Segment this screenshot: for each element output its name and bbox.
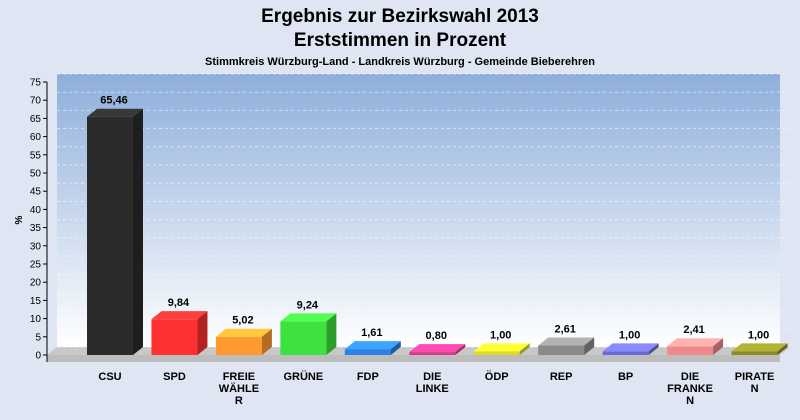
data-label: 9,84	[168, 297, 190, 309]
bar-top	[280, 313, 337, 322]
x-tick-label: BP	[618, 371, 633, 383]
data-label: 5,02	[232, 315, 253, 327]
x-tick-label: PIRATE N	[735, 371, 775, 395]
x-tick-label: REP	[550, 371, 573, 383]
y-tick-label: 55	[30, 150, 42, 161]
y-tick-label: 60	[30, 132, 42, 143]
bar	[731, 351, 778, 355]
y-tick-label: 20	[30, 278, 42, 289]
bar	[87, 116, 133, 355]
y-tick-label: 15	[30, 296, 42, 307]
bar-side	[584, 337, 595, 355]
bar	[344, 349, 391, 355]
data-label: 1,00	[490, 329, 511, 341]
data-label: 0,80	[426, 330, 447, 342]
plot-back-wall	[57, 74, 780, 347]
bar-side	[390, 341, 401, 355]
bar	[667, 346, 714, 355]
chart-title: Ergebnis zur Bezirkswahl 2013	[261, 6, 539, 27]
bar	[602, 351, 649, 355]
x-tick-label: GRÜNE	[283, 370, 323, 383]
bar	[215, 336, 262, 355]
y-tick-label: 10	[30, 314, 42, 325]
bar	[538, 345, 585, 355]
plot-area: 0 5 10 15 20 25 30 35 40 45 50 55 60 65 70 75 65,46 CSU 9,…	[30, 73, 790, 407]
chart-region-label: Stimmkreis Würzburg-Land - Landkreis Wür…	[205, 56, 595, 68]
bar-top	[151, 311, 208, 320]
y-axis-label: %	[14, 215, 25, 224]
bar-top	[667, 338, 724, 347]
data-label: 1,61	[361, 327, 382, 339]
x-tick-label: ÖDP	[485, 370, 509, 383]
bar	[280, 321, 327, 355]
bar-side	[648, 343, 659, 355]
bar-side	[519, 343, 530, 355]
bar-side	[713, 338, 724, 355]
bar	[409, 352, 456, 355]
bar-top	[87, 108, 143, 117]
plot-floor-edge	[47, 355, 780, 362]
y-tick-label: 25	[30, 260, 42, 271]
data-label: 1,00	[619, 329, 640, 341]
y-tick-label: 0	[35, 351, 41, 362]
bar	[151, 319, 198, 355]
bar-top	[473, 343, 530, 352]
bar-top	[538, 337, 595, 346]
x-tick-label: FDP	[357, 371, 379, 383]
bar-side	[455, 344, 466, 355]
bar-top	[731, 343, 788, 352]
data-label: 2,61	[554, 323, 575, 335]
bar-side	[326, 313, 337, 355]
bar	[473, 351, 520, 355]
chart-subtitle: Erststimmen in Prozent	[294, 30, 507, 51]
x-tick-label: DIE FRANKE N	[667, 371, 713, 407]
bar-side	[133, 108, 143, 355]
y-tick-label: 75	[30, 78, 42, 89]
y-tick-label: 50	[30, 169, 42, 180]
bar-side	[777, 343, 788, 355]
bar-top	[344, 341, 401, 350]
x-tick-label: CSU	[98, 371, 121, 383]
y-tick-label: 40	[30, 205, 42, 216]
bar-top	[409, 344, 466, 353]
bar-top	[215, 328, 272, 337]
data-label: 9,24	[297, 299, 319, 311]
x-tick-label: SPD	[163, 371, 186, 383]
y-tick-label: 5	[35, 332, 41, 343]
bar-side	[197, 311, 208, 355]
x-tick-label: DIE LINKE	[416, 371, 449, 395]
y-tick-label: 35	[30, 223, 42, 234]
y-tick-label: 65	[30, 114, 42, 125]
bar-side	[261, 328, 272, 355]
y-tick-label: 45	[30, 187, 42, 198]
bar-top	[602, 343, 659, 352]
x-tick-label: FREIE WÄHLE R	[219, 371, 259, 407]
y-tick-label: 30	[30, 241, 42, 252]
y-tick-label: 70	[30, 96, 42, 107]
data-label: 1,00	[748, 329, 769, 341]
data-label: 2,41	[683, 324, 704, 336]
data-label: 65,46	[100, 95, 128, 107]
